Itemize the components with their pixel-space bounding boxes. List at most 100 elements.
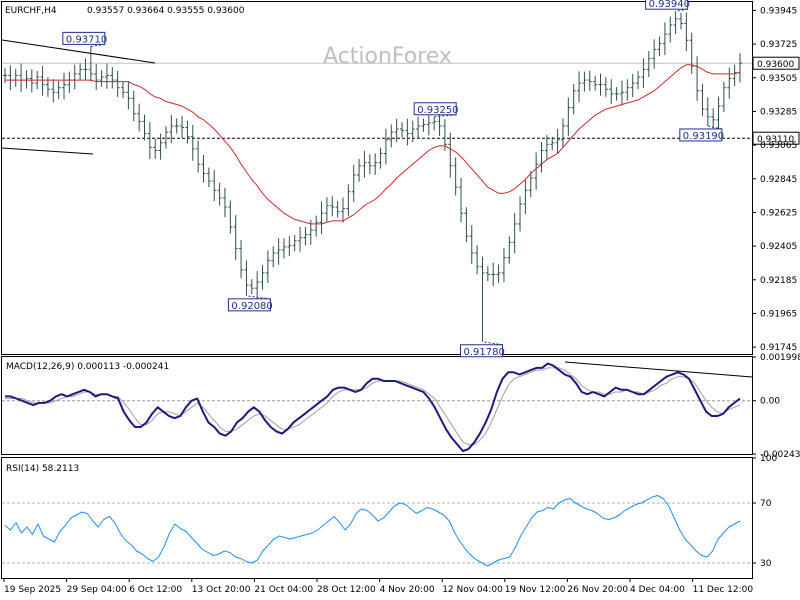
ohlc-bar	[684, 12, 689, 52]
ohlc-bar	[405, 118, 410, 146]
ohlc-bar	[716, 96, 721, 130]
trendline-lower	[1, 147, 94, 155]
ohlc-bar	[421, 118, 426, 132]
current-price-label: 0.93600	[757, 60, 794, 70]
price-tag-label: 0.93250	[417, 105, 458, 116]
price-tag-label: 0.92080	[231, 301, 272, 312]
ohlc-bar	[330, 196, 335, 217]
price-tag-label: 0.91780	[463, 347, 504, 358]
ohlc-bar	[346, 184, 351, 217]
ohlc-bar	[641, 58, 646, 88]
ohlc-bar	[544, 135, 549, 160]
ohlc-bar	[700, 84, 705, 116]
macd-line	[5, 362, 741, 453]
ohlc-bar	[566, 97, 571, 137]
ohlc-bar	[577, 71, 582, 103]
ohlc-bar	[222, 187, 227, 218]
price-tag-label: 0.93190	[683, 131, 724, 142]
ohlc-bar	[464, 207, 469, 243]
ohlc-bar	[523, 180, 528, 215]
macd-axis-label: 0.001998	[760, 353, 800, 363]
ohlc-bar	[228, 200, 233, 234]
price-axis-label: 0.92405	[760, 242, 797, 252]
ohlc-bar	[453, 157, 458, 196]
ohlc-bar	[625, 79, 630, 101]
price-tag-pointer	[482, 341, 503, 346]
time-axis-label: 11 Dec 12:00	[693, 585, 754, 595]
price-tag-label: 0.93710	[66, 34, 107, 45]
ohlc-bar	[528, 171, 533, 197]
price-axis-label: 0.93945	[760, 6, 797, 16]
ohlc-bar	[432, 116, 437, 131]
ohlc-bar	[281, 238, 286, 259]
level-label: 0.93110	[757, 135, 794, 145]
ohlc-bar	[88, 46, 93, 82]
watermark: ActionForex	[323, 44, 452, 69]
ohlc-bar	[180, 115, 185, 138]
ohlc-bar	[324, 197, 329, 222]
price-tag: 0.93940	[645, 0, 690, 12]
price-axis-label: 0.92845	[760, 175, 797, 185]
ohlc-bar	[104, 63, 109, 89]
ohlc-bar	[62, 72, 67, 100]
price-axis-label: 0.93505	[760, 74, 797, 84]
ohlc-bar	[19, 63, 24, 92]
ohlc-bar	[319, 201, 324, 235]
macd-signal-line	[5, 367, 741, 445]
ohlc-bar	[475, 245, 480, 275]
ohlc-bar	[394, 118, 399, 143]
price-tag-box	[645, 0, 689, 10]
ohlc-bar	[249, 279, 254, 295]
price-tag: 0.92080	[227, 295, 273, 312]
ohlc-bar	[507, 236, 512, 264]
ohlc-bar	[8, 65, 13, 91]
ohlc-bar	[3, 67, 7, 84]
ohlc-bar	[662, 22, 667, 56]
ohlc-bar	[491, 262, 496, 287]
symbol-label: EURCHF,H4	[5, 6, 57, 16]
time-axis-label: 12 Nov 04:00	[442, 585, 503, 595]
ohlc-bar	[593, 75, 598, 91]
time-axis-label: 19 Sep 2025	[4, 585, 61, 595]
ohlc-bar	[67, 71, 72, 94]
ohlc-bar	[287, 236, 292, 257]
ohlc-bar	[727, 67, 732, 99]
price-tag-box	[62, 31, 106, 45]
ohlc-bar	[560, 118, 565, 148]
ohlc-bar	[265, 250, 270, 283]
time-axis-label: 4 Nov 20:00	[380, 585, 435, 595]
ohlc-bar	[163, 126, 168, 149]
ohlc-bar	[732, 64, 737, 87]
price-axis-label: 0.91745	[760, 343, 797, 353]
ohlc-bar	[142, 114, 147, 141]
time-axis-label: 6 Oct 12:00	[129, 585, 182, 595]
ohlc-bar	[614, 87, 619, 101]
ohlc-bar	[619, 80, 624, 106]
ohlc-bar	[94, 63, 99, 91]
rsi-axis-label: 100	[760, 454, 777, 464]
ohlc-bar	[689, 32, 694, 74]
price-tag: 0.91780	[459, 341, 505, 358]
ohlc-bar	[534, 152, 539, 190]
sma-line	[5, 64, 741, 225]
ohlc-bar	[678, 12, 683, 30]
rsi-pane	[1, 457, 753, 579]
ohlc-bar	[110, 67, 115, 89]
ohlc-bar	[383, 128, 388, 165]
ohlc-bar	[169, 115, 174, 144]
ohlc-bar	[303, 227, 308, 246]
price-tag: 0.93250	[413, 102, 459, 118]
ohlc-bar	[480, 256, 485, 342]
indicator-lines	[1, 39, 753, 567]
macd-trendline	[564, 361, 753, 378]
ohlc-bar	[196, 140, 201, 173]
ohlc-bar	[603, 77, 608, 97]
ohlc-bar	[496, 264, 501, 283]
ohlc-bar	[630, 73, 635, 97]
ohlc-bar	[367, 154, 372, 175]
ohlc-bar	[276, 238, 281, 265]
ohlc-bar	[255, 271, 260, 300]
ohlc-bar	[174, 118, 179, 134]
ohlc-bar	[212, 170, 217, 202]
